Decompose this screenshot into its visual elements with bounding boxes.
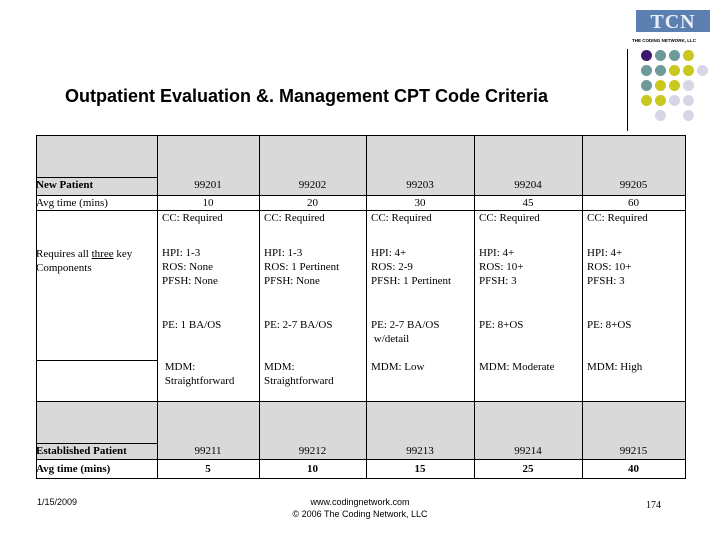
new-patient-label: New Patient: [36, 179, 94, 191]
dot: [669, 95, 680, 106]
dot: [641, 50, 652, 61]
dot: [655, 80, 666, 91]
cc-cell: CC: Required: [162, 212, 223, 224]
row-line: [36, 478, 686, 479]
mdm-cell: MDM: Straightforward: [264, 361, 334, 387]
components-label-part: Requires all: [36, 248, 92, 260]
avg-cell: 10: [202, 197, 214, 209]
column-line: [685, 135, 686, 479]
column-line: [157, 135, 158, 479]
column-line: [366, 135, 367, 479]
exam-cell: PE: 1 BA/OS: [162, 319, 222, 331]
row-line: [36, 459, 686, 460]
avg-cell: 5: [205, 463, 211, 475]
code-cell: 99204: [514, 179, 542, 191]
mdm-cell: MDM: Low: [371, 361, 425, 373]
cc-cell: CC: Required: [479, 212, 540, 224]
dot: [655, 65, 666, 76]
code-cell: 99213: [406, 445, 434, 457]
row-line: [36, 195, 686, 196]
mdm-cell: MDM: Straightforward: [164, 361, 235, 387]
row-line: [36, 443, 157, 444]
history-cell: HPI: 4+ ROS: 2-9 PFSH: 1 Pertinent: [371, 247, 452, 287]
column-line: [36, 135, 37, 479]
mdm-cell: MDM: Moderate: [479, 361, 555, 373]
footer-date: 1/15/2009: [37, 497, 78, 507]
cc-cell: CC: Required: [371, 212, 432, 224]
exam-cell: PE: 2-7 BA/OS w/detail: [371, 319, 440, 345]
components-label-part: three: [91, 248, 114, 260]
mdm-cell: MDM: High: [587, 361, 643, 373]
established-patient-label: Established Patient: [36, 445, 127, 457]
code-cell: 99203: [406, 179, 434, 191]
code-cell: 99212: [298, 445, 327, 457]
cc-cell: CC: Required: [587, 212, 648, 224]
dot: [669, 80, 680, 91]
code-cell: 99211: [194, 445, 222, 457]
history-cell: HPI: 4+ ROS: 10+ PFSH: 3: [587, 247, 632, 287]
est-avg-time-label: Avg time (mins): [36, 463, 111, 475]
avg-cell: 20: [307, 197, 318, 209]
exam-cell: PE: 8+OS: [479, 319, 524, 331]
footer-url: www.codingnetwork.com: [310, 497, 410, 507]
exam-cell: PE: 2-7 BA/OS: [264, 319, 333, 331]
footer-copyright: © 2006 The Coding Network, LLC: [292, 509, 428, 519]
code-cell: 99205: [619, 179, 648, 191]
history-cell: HPI: 4+ ROS: 10+ PFSH: 3: [479, 247, 524, 287]
dot: [669, 50, 680, 61]
dot: [641, 65, 652, 76]
column-line: [259, 135, 260, 479]
avg-cell: 25: [522, 463, 534, 475]
divider: [627, 49, 628, 131]
exam-cell: PE: 8+OS: [587, 319, 632, 331]
avg-cell: 40: [628, 463, 639, 475]
avg-cell: 10: [307, 463, 318, 475]
dot: [697, 65, 708, 76]
cc-cell: CC: Required: [264, 212, 325, 224]
header-fill: [36, 401, 685, 459]
dot: [683, 65, 694, 76]
dot: [655, 110, 666, 121]
row-line: [36, 135, 686, 136]
row-line: [36, 177, 157, 178]
dot: [683, 50, 694, 61]
history-cell: HPI: 1-3 ROS: None PFSH: None: [162, 247, 218, 287]
dot: [641, 80, 652, 91]
dot: [655, 95, 666, 106]
header-fill: [36, 135, 685, 195]
column-line: [582, 135, 583, 479]
column-line: [474, 135, 475, 479]
slide-title: Outpatient Evaluation &. Management CPT …: [65, 86, 549, 106]
avg-cell: 60: [628, 197, 639, 209]
code-cell: 99214: [514, 445, 542, 457]
code-cell: 99215: [619, 445, 648, 457]
row-line: [36, 360, 157, 361]
dot: [641, 95, 652, 106]
row-line: [36, 210, 686, 211]
page-number: 174: [646, 500, 661, 511]
history-cell: HPI: 1-3 ROS: 1 Pertinent PFSH: None: [264, 247, 340, 287]
components-label-part: key Components: [36, 248, 133, 274]
dot: [683, 80, 694, 91]
avg-cell: 45: [522, 197, 534, 209]
dot: [655, 50, 666, 61]
components-label: Requires all three key Components: [36, 247, 132, 275]
footer-center: www.codingnetwork.com © 2006 The Coding …: [250, 496, 470, 520]
row-line: [36, 401, 686, 402]
dot: [683, 95, 694, 106]
code-cell: 99201: [194, 179, 222, 191]
dot: [669, 65, 680, 76]
avg-cell: 30: [414, 197, 426, 209]
avg-time-label: Avg time (mins): [36, 197, 108, 209]
avg-cell: 15: [414, 463, 426, 475]
code-cell: 99202: [298, 179, 327, 191]
dot: [683, 110, 694, 121]
